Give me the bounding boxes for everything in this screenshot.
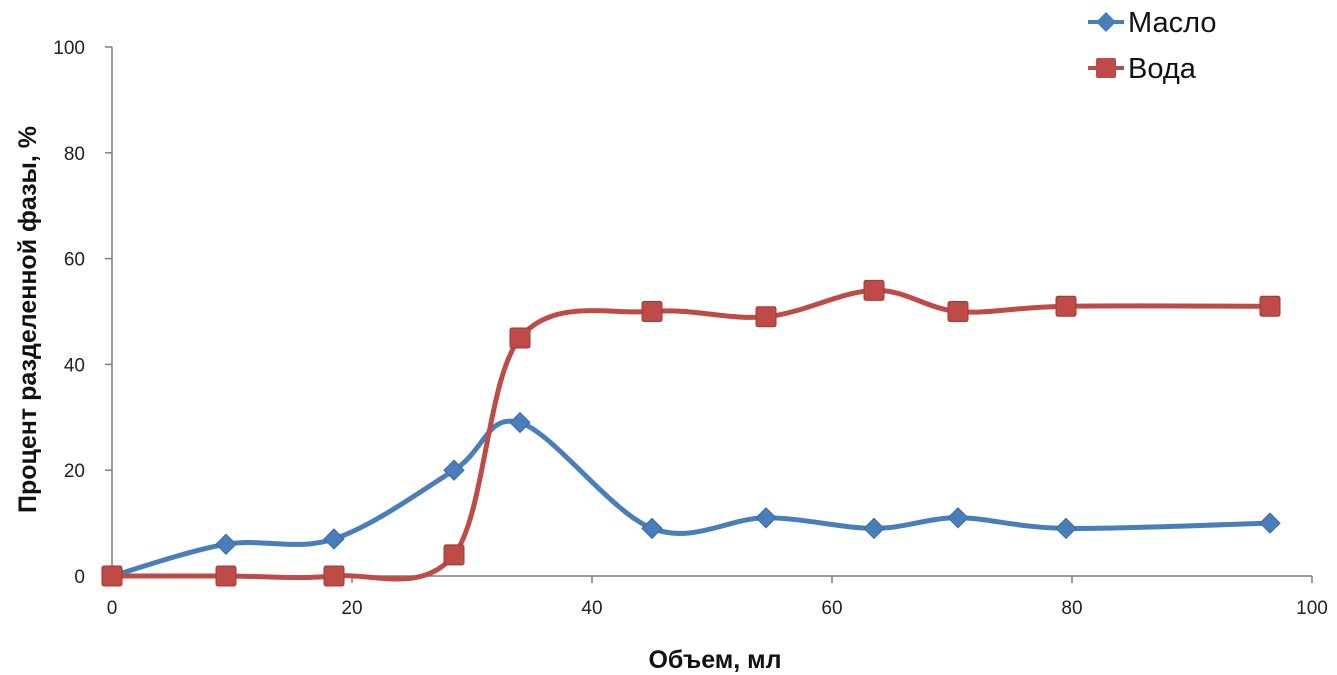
legend-item-maslo: Масло — [1088, 7, 1217, 39]
series-layer — [101, 279, 1281, 587]
data-point-square — [947, 301, 969, 322]
data-point-square — [323, 565, 345, 587]
y-ticks: 0 20 40 60 80 100 — [53, 38, 112, 588]
legend-label-voda: Вода — [1128, 53, 1197, 85]
data-point-diamond — [215, 533, 237, 555]
data-point-diamond — [863, 517, 885, 540]
y-axis-title: Процент разделенной фазы, % — [14, 126, 42, 513]
y-tick-label: 0 — [74, 567, 85, 588]
legend-label-maslo: Масло — [1128, 7, 1217, 39]
x-tick-label: 80 — [1061, 598, 1082, 619]
data-point-diamond — [323, 528, 345, 550]
data-point-square — [755, 306, 777, 328]
y-tick-label: 20 — [64, 461, 85, 482]
data-point-square — [101, 565, 123, 587]
data-point-square — [863, 279, 885, 301]
data-point-diamond — [641, 517, 663, 540]
x-tick-label: 0 — [107, 598, 118, 619]
x-tick-label: 40 — [581, 598, 602, 619]
series-line — [109, 418, 1273, 579]
legend: Масло Вода — [1088, 7, 1217, 85]
x-axis-title: Объем, мл — [648, 646, 781, 674]
data-point-diamond — [947, 507, 969, 529]
data-point-diamond — [443, 459, 465, 481]
data-point-square — [509, 327, 531, 349]
x-tick-label: 20 — [341, 598, 362, 619]
data-point-diamond — [509, 411, 531, 434]
data-point-square — [443, 544, 465, 566]
axes — [111, 47, 1312, 577]
x-ticks: 0 20 40 60 80 100 — [107, 576, 1328, 619]
x-tick-label: 100 — [1296, 598, 1328, 619]
data-point-diamond — [1055, 517, 1077, 540]
x-tick-label: 60 — [821, 598, 842, 619]
data-point-square — [215, 565, 237, 587]
data-point-square — [1259, 295, 1281, 317]
data-point-diamond — [755, 507, 777, 529]
y-tick-label: 40 — [64, 355, 85, 376]
legend-diamond-marker — [1096, 12, 1116, 32]
series-maslo — [101, 411, 1281, 587]
legend-item-voda: Вода — [1088, 53, 1197, 85]
data-point-square — [1055, 295, 1077, 317]
y-tick-label: 60 — [64, 250, 85, 271]
y-tick-label: 80 — [64, 144, 85, 165]
y-tick-label: 100 — [53, 38, 85, 59]
data-point-diamond — [1259, 512, 1281, 534]
series-voda — [101, 279, 1281, 587]
legend-square-marker — [1096, 58, 1116, 78]
data-point-square — [641, 301, 663, 322]
series-line — [109, 287, 1273, 582]
